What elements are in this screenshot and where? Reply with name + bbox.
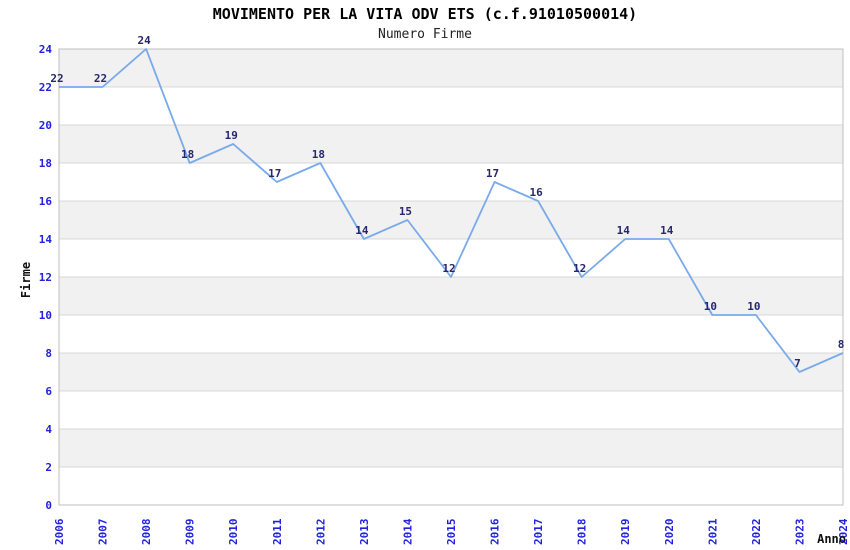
x-tick-label: 2013 [358,519,371,546]
x-tick-label: 2011 [271,518,284,545]
x-tick-label: 2008 [140,519,153,546]
point-label: 12 [442,262,455,275]
plot-band [59,201,843,239]
plot-band [59,353,843,391]
y-tick-label: 4 [45,423,52,436]
y-tick-label: 2 [45,461,52,474]
point-label: 18 [181,148,194,161]
chart-title: MOVIMENTO PER LA VITA ODV ETS (c.f.91010… [212,5,638,23]
x-tick-label: 2006 [53,518,66,545]
point-label: 24 [137,34,151,47]
x-tick-label: 2023 [793,519,806,546]
point-label: 19 [225,129,238,142]
point-label: 8 [838,338,845,351]
x-tick-label: 2016 [489,518,502,545]
point-label: 16 [529,186,543,199]
point-label: 14 [660,224,674,237]
x-tick-label: 2017 [532,519,545,546]
x-tick-label: 2019 [619,519,632,546]
plot-band [59,49,843,87]
point-label: 22 [94,72,107,85]
x-tick-label: 2022 [750,519,763,546]
x-tick-label: 2009 [184,519,197,546]
x-tick-label: 2015 [445,519,458,546]
y-tick-label: 14 [39,233,53,246]
point-label: 17 [486,167,499,180]
x-tick-label: 2010 [227,519,240,546]
y-tick-label: 20 [39,119,52,132]
point-label: 10 [704,300,717,313]
x-tick-label: 2007 [97,519,110,546]
point-label: 18 [312,148,325,161]
y-tick-label: 0 [45,499,52,512]
y-tick-label: 22 [39,81,52,94]
chart-subtitle: Numero Firme [378,27,472,42]
x-tick-label: 2014 [401,518,414,545]
y-tick-label: 24 [39,43,53,56]
plot-band [59,277,843,315]
x-tick-label: 2020 [663,519,676,546]
plot-band [59,429,843,467]
x-tick-label: 2024 [837,518,850,545]
point-label: 15 [399,205,412,218]
point-label: 14 [355,224,369,237]
y-tick-label: 10 [39,309,52,322]
point-label: 7 [794,357,801,370]
x-tick-label: 2018 [576,519,589,546]
y-tick-label: 6 [45,385,52,398]
plot-border [58,48,844,506]
series-line [59,48,844,373]
y-tick-label: 18 [39,157,52,170]
point-label: 14 [617,224,631,237]
x-tick-label: 2021 [706,518,719,545]
x-tick-label: 2012 [314,519,327,546]
y-axis-title: Firme [19,262,33,298]
point-label: 10 [747,300,760,313]
point-label: 17 [268,167,281,180]
point-label: 12 [573,262,586,275]
y-tick-label: 8 [45,347,52,360]
y-tick-label: 16 [39,195,53,208]
point-label: 22 [50,72,63,85]
y-tick-label: 12 [39,271,52,284]
x-axis-title: Anno [817,532,846,546]
plot-band [59,125,843,163]
